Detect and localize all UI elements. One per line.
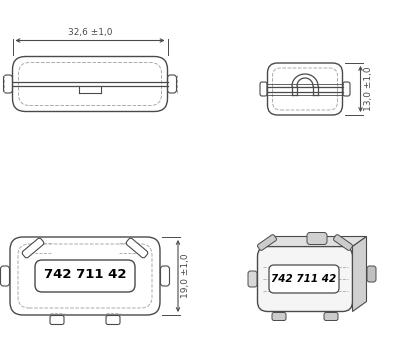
Text: 13,0 ±1,0: 13,0 ±1,0 [364, 67, 372, 111]
Polygon shape [352, 237, 366, 312]
FancyBboxPatch shape [106, 316, 120, 325]
FancyBboxPatch shape [334, 234, 352, 251]
FancyBboxPatch shape [35, 260, 135, 292]
Polygon shape [258, 237, 366, 247]
FancyBboxPatch shape [307, 233, 327, 244]
Text: 19,0 ±1,0: 19,0 ±1,0 [181, 254, 190, 298]
FancyBboxPatch shape [258, 247, 352, 312]
FancyBboxPatch shape [126, 238, 148, 258]
FancyBboxPatch shape [22, 238, 44, 258]
FancyBboxPatch shape [248, 271, 257, 287]
FancyBboxPatch shape [50, 316, 64, 325]
FancyBboxPatch shape [367, 266, 376, 282]
FancyBboxPatch shape [272, 312, 286, 321]
FancyBboxPatch shape [269, 265, 339, 293]
Text: 742 711 42: 742 711 42 [271, 274, 337, 284]
FancyBboxPatch shape [324, 312, 338, 321]
Text: 32,6 ±1,0: 32,6 ±1,0 [68, 28, 112, 37]
FancyBboxPatch shape [258, 234, 276, 251]
Text: 742 711 42: 742 711 42 [44, 269, 126, 281]
